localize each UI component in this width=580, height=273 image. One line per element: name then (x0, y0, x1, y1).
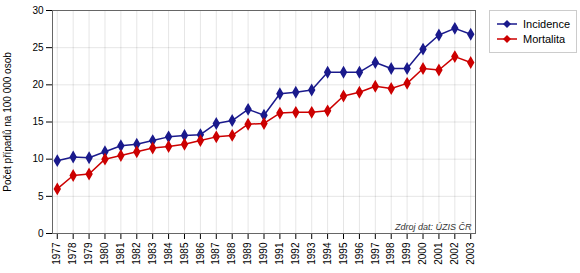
svg-text:1992: 1992 (290, 242, 301, 265)
svg-text:15: 15 (32, 116, 44, 127)
svg-text:1996: 1996 (354, 242, 365, 265)
svg-text:1999: 1999 (401, 242, 412, 265)
svg-text:1980: 1980 (99, 242, 110, 265)
svg-text:30: 30 (32, 5, 44, 16)
svg-text:1977: 1977 (51, 242, 62, 265)
svg-text:1978: 1978 (67, 242, 78, 265)
svg-text:0: 0 (38, 228, 44, 239)
svg-text:5: 5 (38, 191, 44, 202)
html-text:Mortalita: Mortalita (523, 33, 566, 45)
svg-text:1984: 1984 (163, 242, 174, 265)
svg-text:2000: 2000 (417, 242, 428, 265)
svg-text:Zdroj dat: ÚZIS ČR: Zdroj dat: ÚZIS ČR (394, 222, 472, 232)
svg-text:1990: 1990 (258, 242, 269, 265)
svg-text:20: 20 (32, 79, 44, 90)
svg-text:1987: 1987 (210, 242, 221, 265)
svg-text:1985: 1985 (179, 242, 190, 265)
svg-text:2001: 2001 (433, 242, 444, 265)
svg-text:2003: 2003 (465, 242, 476, 265)
svg-text:1979: 1979 (83, 242, 94, 265)
svg-text:25: 25 (32, 42, 44, 53)
svg-text:1989: 1989 (242, 242, 253, 265)
svg-text:1983: 1983 (147, 242, 158, 265)
svg-text:1986: 1986 (195, 242, 206, 265)
svg-text:10: 10 (32, 153, 44, 164)
svg-text:1988: 1988 (226, 242, 237, 265)
svg-text:1998: 1998 (385, 242, 396, 265)
svg-text:1981: 1981 (115, 242, 126, 265)
svg-text:1994: 1994 (322, 242, 333, 265)
svg-text:1982: 1982 (131, 242, 142, 265)
html-text:Incidence: Incidence (523, 18, 571, 30)
svg-text:1991: 1991 (274, 242, 285, 265)
svg-text:2002: 2002 (449, 242, 460, 265)
svg-text:1993: 1993 (306, 242, 317, 265)
svg-text:1995: 1995 (338, 242, 349, 265)
svg-text:Počet případů na 100 000 osob: Počet případů na 100 000 osob (2, 52, 13, 192)
svg-text:1997: 1997 (370, 242, 381, 265)
